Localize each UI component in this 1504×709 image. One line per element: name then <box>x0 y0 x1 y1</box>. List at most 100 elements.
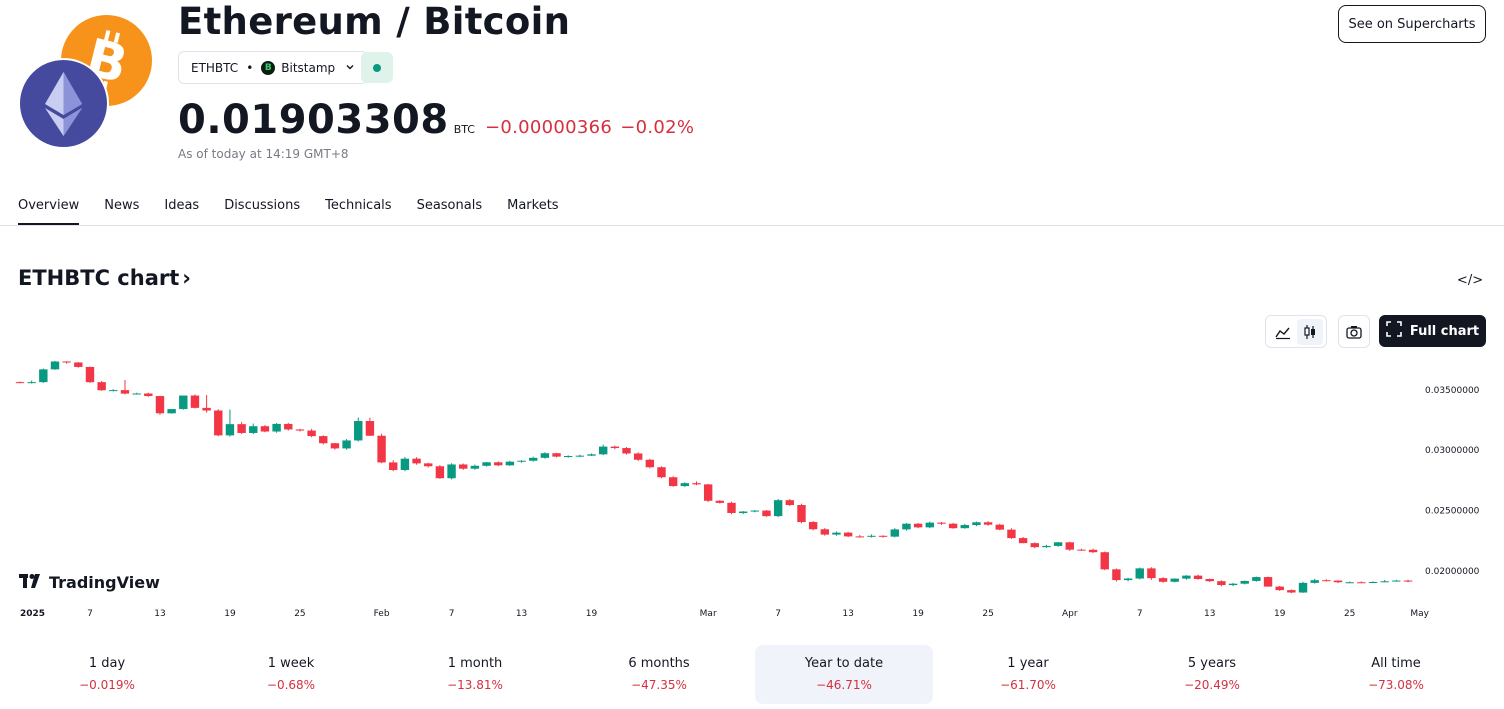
x-axis-tick-label: 13 <box>154 609 165 619</box>
tradingview-brand[interactable]: TradingView <box>19 573 160 592</box>
candle <box>680 482 690 488</box>
chart-section-title[interactable]: ETHBTC chart › <box>18 266 191 290</box>
candle-body <box>575 455 585 457</box>
candle <box>470 464 480 470</box>
candle <box>622 447 631 455</box>
candle-body <box>1368 582 1378 584</box>
candle-body <box>85 366 95 383</box>
candle <box>552 452 561 458</box>
tradingview-label: TradingView <box>49 573 160 592</box>
price-chart[interactable]: 0.03500000 0.03000000 0.02500000 0.02000000… <box>0 355 1504 625</box>
candle-body <box>424 463 433 467</box>
candle <box>120 379 130 395</box>
full-chart-button[interactable]: Full chart <box>1379 315 1486 347</box>
candle <box>1030 542 1039 549</box>
period-1-week[interactable]: 1 week −0.68% <box>266 656 316 692</box>
candle <box>237 422 246 435</box>
market-status-indicator[interactable] <box>361 52 393 83</box>
area-chart-icon[interactable] <box>1270 319 1296 345</box>
candle <box>74 362 83 368</box>
candle-body <box>1263 577 1273 587</box>
x-axis-tick-label: 7 <box>775 609 781 619</box>
see-on-supercharts-button[interactable]: See on Supercharts <box>1338 5 1486 43</box>
period-1-month[interactable]: 1 month −13.81% <box>447 656 503 692</box>
candle-body <box>1240 580 1249 584</box>
candle <box>1018 537 1028 544</box>
candle-body <box>62 361 71 363</box>
candle-body <box>389 462 398 471</box>
candle <box>260 425 270 433</box>
candle <box>797 503 806 524</box>
candle-body <box>167 409 176 414</box>
candle-body <box>715 500 725 503</box>
candle <box>365 417 375 436</box>
candle-body <box>1252 577 1261 581</box>
candle-body <box>983 522 993 525</box>
candle-body <box>762 510 771 517</box>
x-axis-tick-label: 13 <box>516 609 527 619</box>
tab-ideas[interactable]: Ideas <box>164 198 200 213</box>
separator-dot: • <box>246 60 254 75</box>
candle <box>1298 581 1308 593</box>
last-price: 0.01903308 <box>178 97 449 143</box>
x-axis-tick-label: Mar <box>700 609 717 619</box>
period-6-months[interactable]: 6 months −47.35% <box>628 656 690 692</box>
candle <box>598 444 608 456</box>
candle <box>1252 576 1261 582</box>
candle <box>85 366 95 383</box>
period-1-day[interactable]: 1 day −0.019% <box>79 656 135 692</box>
ethereum-logo-icon <box>18 58 109 149</box>
tab-overview[interactable]: Overview <box>18 190 80 226</box>
candle-body <box>937 522 946 524</box>
candle <box>377 433 386 464</box>
candle-body <box>622 448 631 454</box>
candle-body <box>412 458 421 464</box>
candle-body <box>295 429 305 431</box>
period-1-year[interactable]: 1 year −61.70% <box>1000 656 1056 692</box>
candle-body <box>1077 549 1086 551</box>
performance-periods: 1 day −0.019% 1 week −0.68% 1 month −13.… <box>0 645 1504 704</box>
x-axis-tick-label: 25 <box>1344 609 1355 619</box>
candle-body <box>1100 552 1109 570</box>
tab-news[interactable]: News <box>104 198 140 213</box>
candle <box>62 361 71 364</box>
candle-body <box>645 459 655 468</box>
candle-body <box>727 502 736 513</box>
candle-body <box>598 446 608 455</box>
camera-icon[interactable] <box>1338 315 1370 348</box>
candle <box>459 463 468 470</box>
candle-body <box>377 435 386 463</box>
candle <box>144 392 153 397</box>
tab-technicals[interactable]: Technicals <box>325 198 392 213</box>
candles-chart-icon[interactable] <box>1296 318 1323 345</box>
period-all-time[interactable]: All time −73.08% <box>1368 656 1424 692</box>
candle-body <box>494 462 503 466</box>
candle <box>1007 528 1016 539</box>
candle-body <box>120 390 130 394</box>
candle-body <box>948 523 958 529</box>
tab-markets[interactable]: Markets <box>507 198 559 213</box>
candle-body <box>155 396 165 414</box>
candle <box>762 509 771 517</box>
symbol-exchange-selector[interactable]: ETHBTC • B Bitstamp <box>178 51 369 84</box>
candle <box>307 428 316 438</box>
candle-body <box>132 393 141 395</box>
period-year-to-date[interactable]: Year to date −46.71% <box>755 645 933 704</box>
candle-body <box>517 460 526 462</box>
tab-discussions[interactable]: Discussions <box>224 198 301 213</box>
candle <box>902 523 911 531</box>
embed-code-icon[interactable]: </> <box>1456 272 1484 288</box>
tab-seasonals[interactable]: Seasonals <box>416 198 483 213</box>
x-axis-tick-label: 2025 <box>20 609 45 619</box>
candle-body <box>925 522 934 528</box>
candle-body <box>1018 538 1028 544</box>
status-dot-icon <box>373 63 381 72</box>
candle-body <box>190 395 200 408</box>
candle-body <box>1007 529 1016 539</box>
candle-body <box>587 454 596 456</box>
candle <box>855 534 864 538</box>
period-5-years[interactable]: 5 years −20.49% <box>1184 656 1240 692</box>
candle <box>983 521 993 526</box>
candle <box>412 457 421 465</box>
candle-body <box>97 382 106 391</box>
